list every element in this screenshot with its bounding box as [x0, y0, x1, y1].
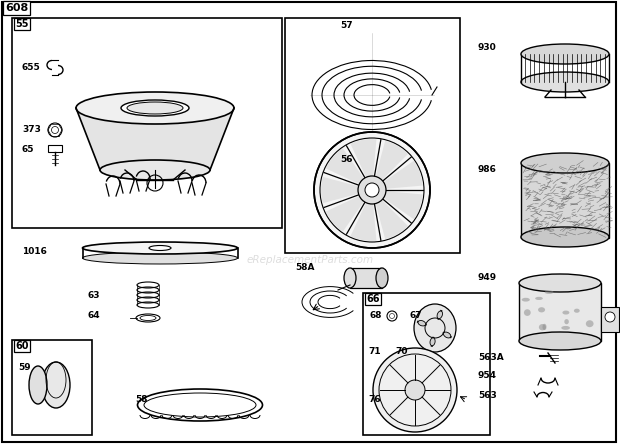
Circle shape	[405, 380, 425, 400]
Ellipse shape	[82, 252, 237, 264]
Ellipse shape	[100, 160, 210, 180]
Text: 949: 949	[478, 273, 497, 282]
Ellipse shape	[121, 100, 189, 116]
Ellipse shape	[521, 44, 609, 64]
Circle shape	[51, 127, 58, 133]
Circle shape	[314, 132, 430, 248]
Text: 66: 66	[366, 294, 379, 304]
Ellipse shape	[521, 227, 609, 247]
Polygon shape	[372, 190, 423, 219]
Ellipse shape	[586, 320, 593, 327]
Circle shape	[373, 348, 457, 432]
Circle shape	[389, 314, 394, 318]
Ellipse shape	[539, 324, 546, 330]
Ellipse shape	[524, 309, 531, 316]
Bar	[521, 163, 609, 238]
Ellipse shape	[149, 245, 171, 251]
Text: 986: 986	[478, 165, 497, 174]
Polygon shape	[326, 190, 372, 232]
Text: 954: 954	[478, 372, 497, 380]
Ellipse shape	[140, 315, 156, 321]
Ellipse shape	[127, 102, 183, 114]
Text: 58: 58	[135, 396, 148, 405]
Ellipse shape	[521, 153, 609, 173]
Text: 655: 655	[22, 63, 41, 73]
Polygon shape	[321, 177, 372, 203]
Text: 1016: 1016	[22, 248, 47, 256]
Ellipse shape	[519, 332, 601, 350]
Text: 563: 563	[478, 391, 497, 400]
Ellipse shape	[574, 309, 580, 313]
Polygon shape	[326, 148, 372, 190]
Polygon shape	[76, 108, 234, 170]
Ellipse shape	[414, 304, 456, 352]
Text: 70: 70	[395, 347, 407, 356]
Ellipse shape	[544, 290, 554, 294]
Bar	[350, 268, 382, 288]
Circle shape	[358, 176, 386, 204]
Ellipse shape	[418, 321, 426, 326]
Ellipse shape	[521, 298, 530, 301]
Ellipse shape	[564, 319, 569, 324]
Text: 60: 60	[15, 341, 29, 351]
Polygon shape	[372, 190, 408, 239]
Ellipse shape	[519, 274, 601, 292]
Text: 373: 373	[22, 125, 41, 135]
Polygon shape	[350, 139, 376, 190]
Ellipse shape	[437, 311, 443, 319]
Ellipse shape	[443, 332, 451, 338]
Text: 563A: 563A	[478, 354, 503, 363]
Text: 65: 65	[22, 145, 35, 154]
Bar	[519, 283, 601, 341]
Ellipse shape	[538, 307, 545, 312]
Bar	[12, 340, 92, 435]
Circle shape	[605, 312, 615, 322]
Text: 608: 608	[5, 3, 29, 13]
Text: 64: 64	[88, 311, 100, 321]
Text: 68: 68	[370, 311, 383, 321]
Ellipse shape	[42, 362, 70, 408]
Ellipse shape	[521, 72, 609, 92]
Ellipse shape	[29, 366, 47, 404]
Text: 56: 56	[340, 156, 353, 165]
Text: 71: 71	[368, 347, 381, 356]
Ellipse shape	[76, 92, 234, 124]
Text: 930: 930	[478, 44, 497, 53]
Bar	[601, 307, 619, 332]
Text: 58A: 58A	[295, 264, 314, 273]
Text: 57: 57	[340, 21, 353, 30]
Ellipse shape	[561, 326, 570, 330]
Ellipse shape	[344, 268, 356, 288]
Polygon shape	[350, 190, 376, 241]
Text: 63: 63	[88, 292, 100, 301]
Bar	[48, 145, 62, 152]
Text: 59: 59	[18, 363, 30, 372]
Text: 67: 67	[410, 311, 423, 321]
Polygon shape	[372, 161, 423, 190]
Bar	[12, 18, 282, 228]
Bar	[285, 18, 460, 253]
Ellipse shape	[535, 297, 543, 300]
Ellipse shape	[82, 242, 237, 254]
Bar	[363, 293, 490, 435]
Ellipse shape	[376, 268, 388, 288]
Text: 76: 76	[368, 396, 381, 405]
Circle shape	[365, 183, 379, 197]
Text: eReplacementParts.com: eReplacementParts.com	[246, 255, 374, 265]
Ellipse shape	[430, 338, 435, 346]
Text: 55: 55	[15, 19, 29, 29]
Polygon shape	[372, 141, 408, 190]
Ellipse shape	[562, 310, 569, 314]
Ellipse shape	[542, 324, 546, 330]
